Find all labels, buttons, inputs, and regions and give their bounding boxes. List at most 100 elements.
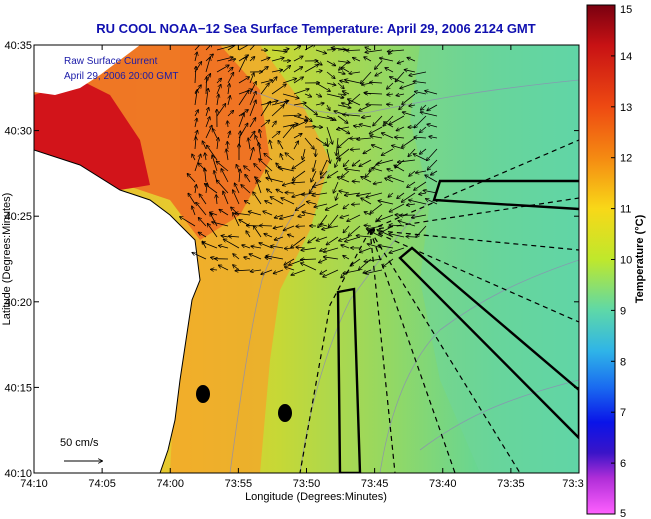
current-vector [389, 115, 405, 125]
current-vector [249, 148, 254, 161]
current-vector [407, 58, 416, 62]
colorbar-tick-label: 15 [620, 4, 632, 16]
current-vector [428, 159, 438, 170]
current-vector [233, 254, 240, 260]
current-vector [415, 92, 427, 95]
current-vector [425, 175, 438, 183]
current-vector [192, 206, 196, 216]
current-vector [409, 200, 427, 205]
current-vector [398, 221, 416, 227]
current-vector [382, 133, 394, 139]
transect-box-middle [398, 246, 579, 440]
current-vector [431, 170, 438, 175]
current-vector [285, 267, 295, 271]
current-vector [387, 104, 394, 105]
current-vector [249, 57, 255, 62]
current-vector [389, 203, 405, 212]
current-vector [343, 225, 350, 233]
current-vector [352, 181, 361, 182]
current-vector [370, 136, 383, 138]
current-vector [315, 71, 322, 72]
current-vector [196, 203, 207, 216]
current-vector [251, 246, 262, 248]
current-vector [207, 145, 218, 161]
current-vector [259, 159, 273, 172]
current-vector [227, 45, 237, 51]
current-vector [259, 130, 261, 139]
current-vector [180, 217, 196, 227]
current-vector [238, 77, 249, 84]
current-vector [288, 235, 295, 238]
current-vector [282, 66, 290, 73]
current-vector [370, 203, 383, 213]
current-vector [254, 164, 262, 172]
current-vector [223, 191, 229, 205]
current-vector [343, 91, 350, 95]
current-vector [270, 140, 272, 150]
annotation-line2: April 29, 2006 20:00 GMT [64, 71, 179, 82]
current-vector [342, 103, 350, 105]
colorbar-tick-label: 12 [620, 153, 632, 165]
current-vector [326, 115, 336, 120]
current-vector [216, 85, 221, 95]
current-vector [413, 81, 427, 83]
current-vector [271, 70, 282, 72]
current-vector [403, 112, 416, 117]
current-vector [400, 82, 416, 88]
current-vector [235, 270, 251, 271]
current-vector [195, 118, 197, 128]
current-vector [188, 193, 196, 205]
current-vector [245, 201, 251, 205]
current-vector [219, 246, 229, 249]
current-vector [364, 57, 372, 62]
current-vector [397, 192, 405, 198]
current-vector [293, 77, 303, 84]
current-vector [238, 123, 248, 139]
current-vector [266, 170, 273, 183]
colorbar-tick-label: 14 [620, 51, 632, 63]
current-vector [316, 148, 317, 156]
current-vector [274, 236, 284, 240]
current-vector [227, 73, 234, 84]
current-vector [352, 204, 361, 205]
current-vector [221, 169, 229, 183]
current-vector [421, 104, 427, 110]
cool-water [410, 45, 579, 473]
current-vector [385, 178, 394, 183]
current-vector [285, 153, 295, 161]
current-vector [327, 104, 330, 110]
current-vector [239, 169, 240, 183]
current-vector [328, 214, 339, 227]
cloud-mask [34, 45, 140, 95]
current-vector [217, 138, 218, 150]
coastline [34, 149, 201, 473]
current-vector [409, 105, 416, 106]
current-vector [205, 184, 218, 194]
current-vector [282, 125, 294, 139]
current-vector [280, 154, 283, 161]
map-title: RU COOL NOAA−12 Sea Surface Temperature:… [96, 21, 535, 36]
current-vector [426, 199, 438, 205]
current-vector [233, 190, 240, 205]
current-vector [293, 103, 306, 106]
current-vector [420, 112, 438, 117]
current-vector [227, 59, 236, 61]
current-vector [205, 57, 210, 73]
current-vector [308, 236, 317, 243]
current-vector [402, 93, 416, 104]
current-vector [336, 192, 338, 200]
current-vector [304, 104, 317, 115]
current-vector [338, 137, 350, 148]
current-vector [273, 226, 284, 228]
x-tick-label: 73:55 [225, 478, 253, 490]
current-vector [216, 195, 217, 205]
current-vector [316, 236, 328, 241]
isotherms [229, 79, 579, 473]
current-vector [307, 202, 317, 205]
current-vector [264, 154, 273, 161]
current-vector [398, 159, 416, 162]
colorbar-tick-label: 7 [620, 407, 626, 419]
current-vector [337, 94, 346, 95]
current-vector [414, 137, 427, 138]
current-vector [280, 214, 295, 219]
